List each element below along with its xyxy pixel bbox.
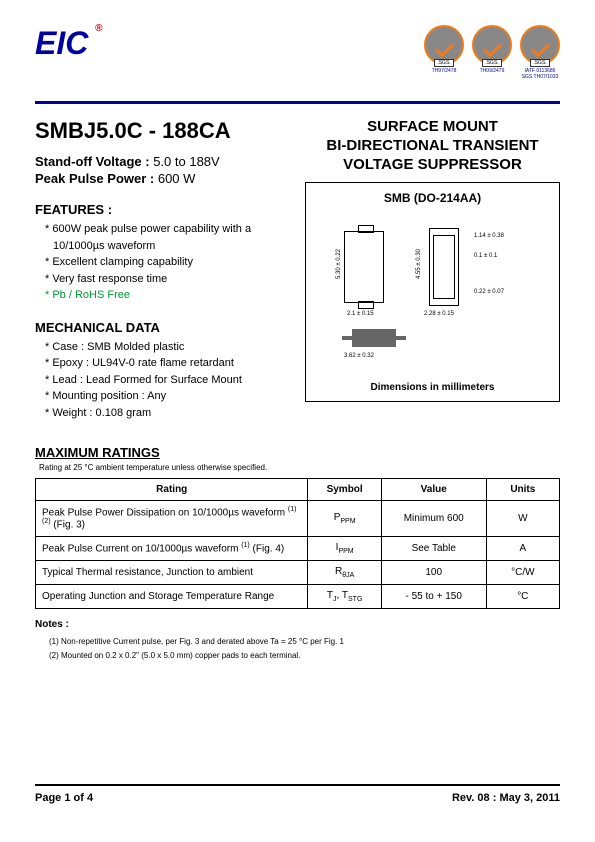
table-row: Typical Thermal resistance, Junction to …	[36, 560, 560, 584]
peak-pulse-power: Peak Pulse Power : 600 W	[35, 171, 285, 186]
cert-code: IATF 0113686 SGS TH07/1033	[522, 69, 559, 80]
main-content: SMBJ5.0C - 188CA Stand-off Voltage : 5.0…	[35, 118, 560, 421]
mech-item: * Weight : 0.108 gram	[45, 405, 285, 422]
page-number: Page 1 of 4	[35, 792, 93, 804]
mech-item: * Case : SMB Molded plastic	[45, 339, 285, 356]
table-row: Peak Pulse Current on 10/1000µs waveform…	[36, 536, 560, 560]
product-title-l2: BI-DIRECTIONAL TRANSIENT	[326, 137, 538, 154]
cell-rating: Peak Pulse Power Dissipation on 10/1000µ…	[36, 501, 308, 537]
col-value: Value	[381, 479, 486, 501]
cert-sgs-label: .SGS.	[482, 59, 501, 67]
product-title-l1: SURFACE MOUNT	[367, 118, 498, 135]
features-list: * 600W peak pulse power capability with …	[35, 221, 285, 304]
package-box: SMB (DO-214AA) 5.30 ± 0.22 4.55 ± 0.30 2…	[305, 182, 560, 402]
cell-rating: Operating Junction and Storage Temperatu…	[36, 584, 308, 608]
standoff-voltage: Stand-off Voltage : 5.0 to 188V	[35, 154, 285, 169]
right-column: SURFACE MOUNT BI-DIRECTIONAL TRANSIENT V…	[305, 118, 560, 421]
cert-code: TH09/2479	[480, 69, 505, 75]
note-item: (1) Non-repetitive Current pulse, per Fi…	[49, 635, 560, 649]
cell-value: - 55 to + 150	[381, 584, 486, 608]
table-header-row: Rating Symbol Value Units	[36, 479, 560, 501]
product-title-l3: VOLTAGE SUPPRESSOR	[343, 156, 522, 173]
revision: Rev. 08 : May 3, 2011	[452, 792, 560, 804]
cell-value: Minimum 600	[381, 501, 486, 537]
dim-w1: 2.1 ± 0.15	[347, 311, 374, 317]
table-row: Operating Junction and Storage Temperatu…	[36, 584, 560, 608]
col-symbol: Symbol	[308, 479, 381, 501]
cell-symbol: TJ, TSTG	[308, 584, 381, 608]
notes-heading: Notes :	[35, 619, 560, 630]
cert-code: TH97/2478	[432, 69, 457, 75]
mech-item: * Lead : Lead Formed for Surface Mount	[45, 372, 285, 389]
dim-t3: 0.22 ± 0.07	[474, 289, 504, 295]
max-ratings-heading: MAXIMUM RATINGS	[35, 445, 560, 460]
logo-text: EIC	[35, 25, 88, 61]
footer-divider	[35, 784, 560, 786]
mech-item: * Epoxy : UL94V-0 rate flame retardant	[45, 355, 285, 372]
cell-units: A	[486, 536, 559, 560]
cert-iso-1: .SGS. TH97/2478	[424, 25, 464, 80]
cell-units: °C/W	[486, 560, 559, 584]
dim-h1: 5.30 ± 0.22	[336, 249, 342, 279]
feature-item: * Very fast response time	[45, 271, 285, 288]
package-drawing: 5.30 ± 0.22 4.55 ± 0.30 2.1 ± 0.15 2.28 …	[314, 211, 551, 376]
dim-h2: 4.55 ± 0.30	[416, 249, 422, 279]
cell-symbol: RθJA	[308, 560, 381, 584]
note-item: (2) Mounted on 0.2 x 0.2" (5.0 x 5.0 mm)…	[49, 649, 560, 663]
cell-symbol: IPPM	[308, 536, 381, 560]
dim-l1: 3.62 ± 0.32	[344, 353, 374, 359]
feature-item: * 600W peak pulse power capability with …	[45, 221, 285, 254]
cell-units: W	[486, 501, 559, 537]
max-ratings-subnote: Rating at 25 °C ambient temperature unle…	[39, 463, 560, 472]
dim-w2: 2.28 ± 0.15	[424, 311, 454, 317]
mech-item: * Mounting position : Any	[45, 388, 285, 405]
table-row: Peak Pulse Power Dissipation on 10/1000µ…	[36, 501, 560, 537]
cell-value: See Table	[381, 536, 486, 560]
cert-iso-2: .SGS. TH09/2479	[472, 25, 512, 80]
col-rating: Rating	[36, 479, 308, 501]
product-title: SURFACE MOUNT BI-DIRECTIONAL TRANSIENT V…	[305, 118, 560, 174]
package-title: SMB (DO-214AA)	[314, 191, 551, 205]
part-number: SMBJ5.0C - 188CA	[35, 118, 285, 144]
feature-item: * Excellent clamping capability	[45, 254, 285, 271]
ppp-value: 600 W	[154, 171, 195, 186]
cell-symbol: PPPM	[308, 501, 381, 537]
standoff-value: 5.0 to 188V	[150, 154, 220, 169]
features-heading: FEATURES :	[35, 202, 285, 217]
header-divider	[35, 101, 560, 104]
cell-rating: Typical Thermal resistance, Junction to …	[36, 560, 308, 584]
cell-rating: Peak Pulse Current on 10/1000µs waveform…	[36, 536, 308, 560]
col-units: Units	[486, 479, 559, 501]
cell-value: 100	[381, 560, 486, 584]
registered-mark: ®	[95, 23, 102, 34]
cert-sgs-label: .SGS.	[530, 59, 549, 67]
cert-sgs-label: .SGS.	[434, 59, 453, 67]
notes-body: (1) Non-repetitive Current pulse, per Fi…	[49, 635, 560, 664]
ppp-label: Peak Pulse Power :	[35, 171, 154, 186]
dim-t2: 0.1 ± 0.1	[474, 253, 497, 259]
left-column: SMBJ5.0C - 188CA Stand-off Voltage : 5.0…	[35, 118, 285, 421]
mechanical-list: * Case : SMB Molded plastic * Epoxy : UL…	[35, 339, 285, 422]
footer: Page 1 of 4 Rev. 08 : May 3, 2011	[35, 784, 560, 804]
header: EIC ® .SGS. TH97/2478 .SGS. TH09/2479 .S…	[35, 25, 560, 95]
package-caption: Dimensions in millimeters	[314, 382, 551, 393]
logo: EIC ®	[35, 25, 88, 62]
feature-item-rohs: * Pb / RoHS Free	[45, 287, 285, 304]
cert-iatf: .SGS. IATF 0113686 SGS TH07/1033	[520, 25, 560, 80]
certifications: .SGS. TH97/2478 .SGS. TH09/2479 .SGS. IA…	[424, 25, 560, 80]
mechanical-heading: MECHANICAL DATA	[35, 320, 285, 335]
dim-t1: 1.14 ± 0.38	[474, 233, 504, 239]
ratings-table: Rating Symbol Value Units Peak Pulse Pow…	[35, 478, 560, 609]
cell-units: °C	[486, 584, 559, 608]
standoff-label: Stand-off Voltage :	[35, 154, 150, 169]
